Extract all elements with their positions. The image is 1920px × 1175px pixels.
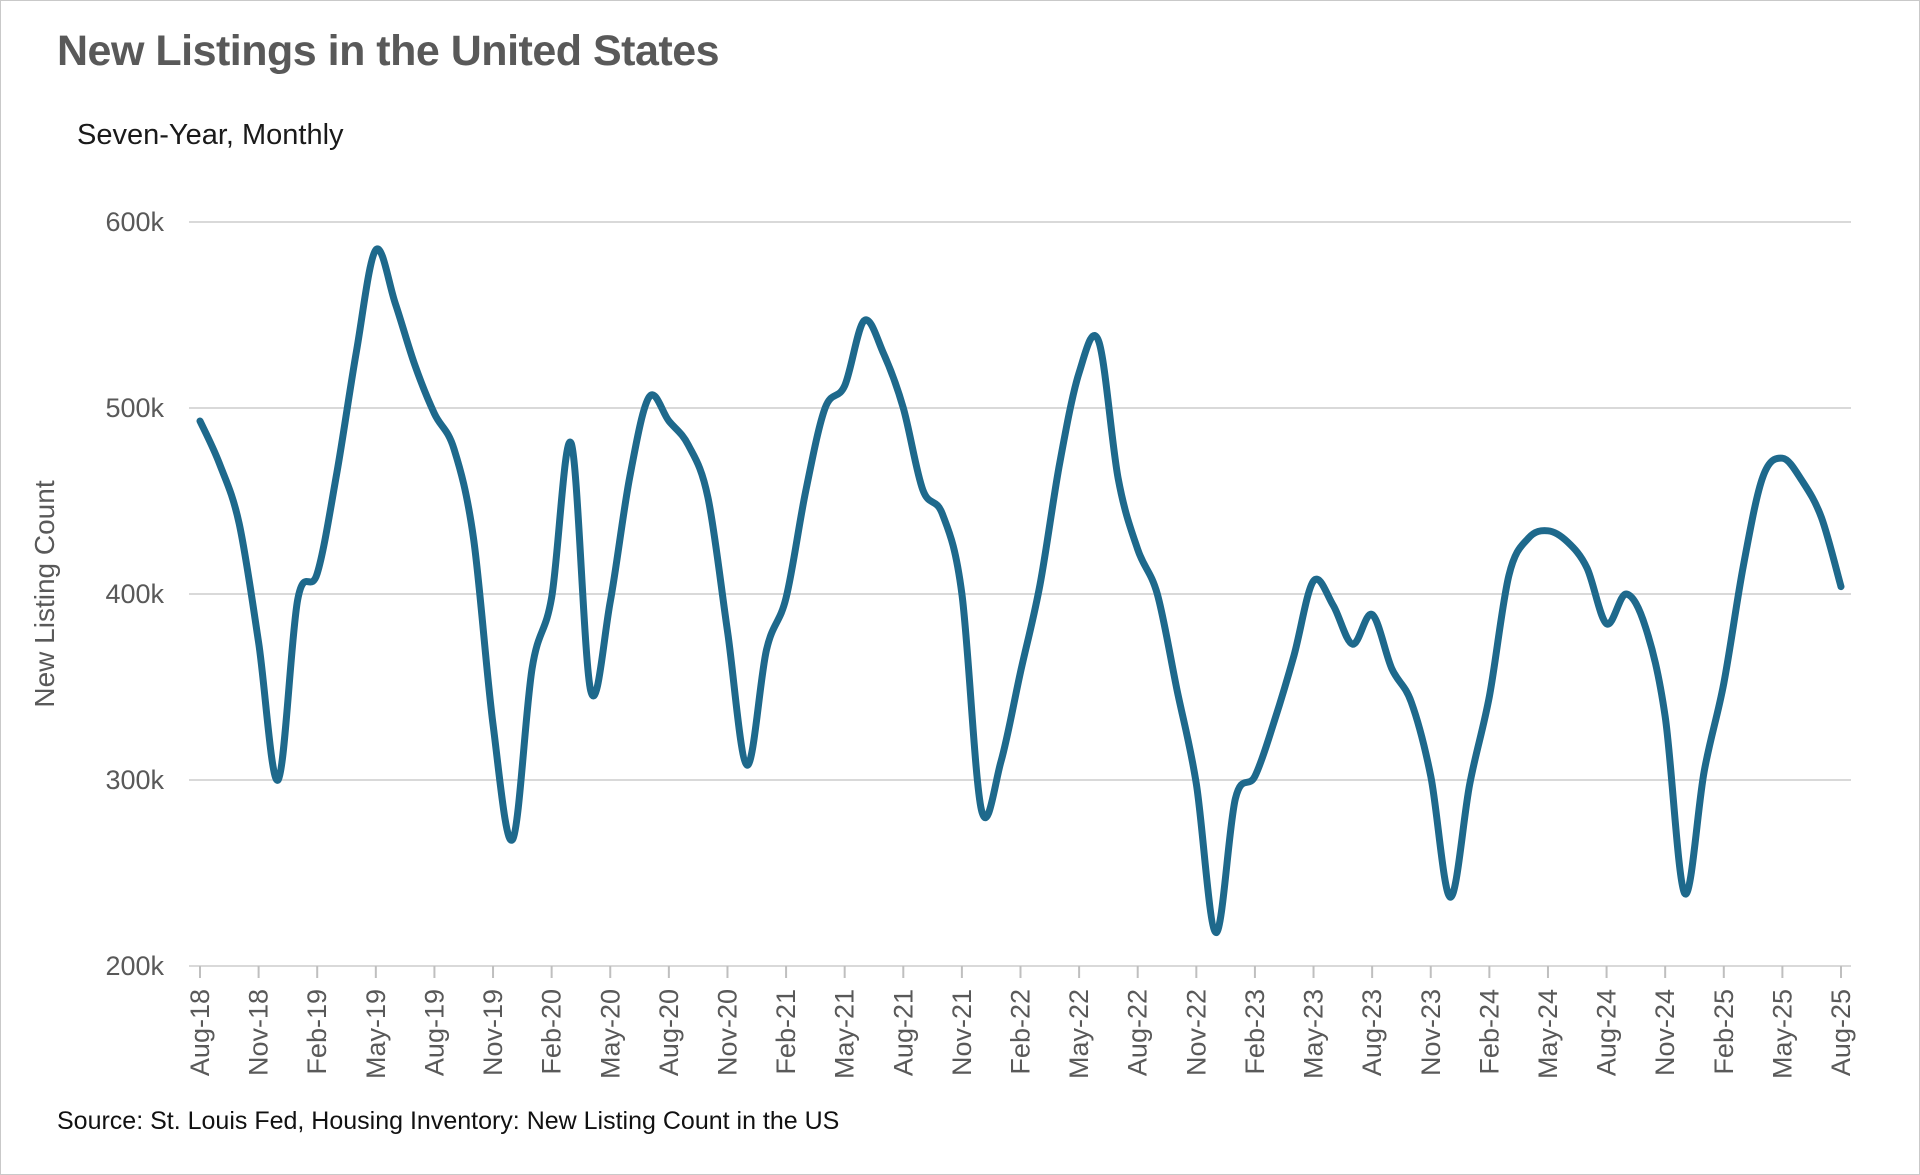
x-tick-label: Nov-20	[712, 989, 742, 1076]
x-tick-label: Feb-24	[1474, 989, 1504, 1075]
x-tick-label: Nov-24	[1650, 989, 1680, 1076]
x-tick-label: May-25	[1767, 989, 1797, 1079]
y-tick-label: 500k	[105, 393, 164, 423]
x-tick-label: Aug-25	[1826, 989, 1856, 1076]
x-tick-label: May-22	[1064, 989, 1094, 1079]
x-tick-label: Feb-19	[302, 989, 332, 1075]
x-tick-label: Nov-19	[478, 989, 508, 1076]
x-tick-label: May-19	[361, 989, 391, 1079]
x-tick-label: Nov-23	[1416, 989, 1446, 1076]
x-tick-label: Aug-22	[1123, 989, 1153, 1076]
x-tick-label: Feb-20	[537, 989, 567, 1075]
x-tick-label: Nov-21	[947, 989, 977, 1076]
x-tick-label: Nov-18	[244, 989, 274, 1076]
x-tick-label: May-24	[1533, 989, 1563, 1079]
y-tick-label: 300k	[105, 765, 164, 795]
chart-subtitle: Seven-Year, Monthly	[77, 119, 344, 151]
y-tick-label: 600k	[105, 207, 164, 237]
data-line-series	[196, 245, 1845, 937]
x-tick-label: Feb-22	[1006, 989, 1036, 1075]
y-tick-label: 200k	[105, 951, 164, 981]
x-tick-label: May-23	[1299, 989, 1329, 1079]
page-title: New Listings in the United States	[57, 27, 720, 75]
x-tick-label: May-20	[595, 989, 625, 1079]
x-tick-label: Aug-24	[1592, 989, 1622, 1076]
x-tick-label: Feb-25	[1709, 989, 1739, 1075]
y-tick-label: 400k	[105, 579, 164, 609]
source-note: Source: St. Louis Fed, Housing Inventory…	[57, 1107, 840, 1135]
x-tick-label: Aug-20	[654, 989, 684, 1076]
x-tick-label: Nov-22	[1181, 989, 1211, 1076]
x-tick-label: Aug-23	[1357, 989, 1387, 1076]
x-tick-label: Aug-21	[888, 989, 918, 1076]
x-tick-label: Aug-19	[419, 989, 449, 1076]
x-tick-label: Feb-21	[771, 989, 801, 1075]
x-tick-label: Aug-18	[185, 989, 215, 1076]
x-tick-label: Feb-23	[1240, 989, 1270, 1075]
x-tick-label: May-21	[830, 989, 860, 1079]
